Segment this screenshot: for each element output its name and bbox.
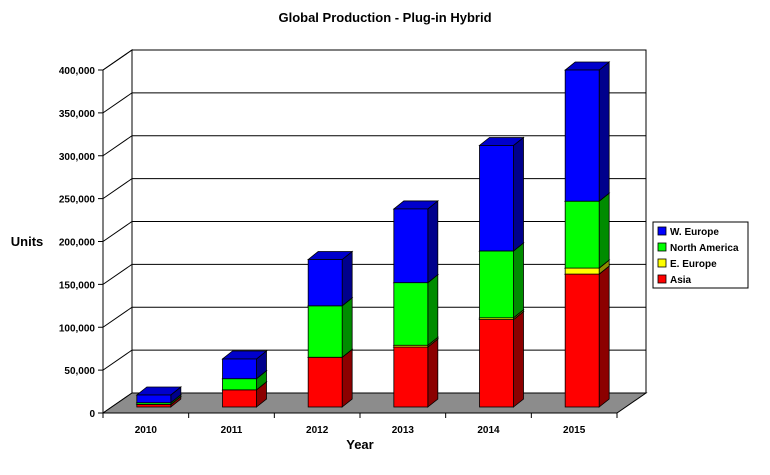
bar-segment xyxy=(393,282,429,346)
bar-side xyxy=(427,338,439,408)
bar-segment xyxy=(479,145,514,252)
bar-stack xyxy=(392,200,439,408)
x-tick-label: 2011 xyxy=(221,425,243,436)
legend-swatch xyxy=(657,226,667,236)
y-tick-label: 400,000 xyxy=(59,66,96,77)
y-tick-label: 200,000 xyxy=(59,238,96,249)
bar-segment xyxy=(564,267,600,275)
x-tick-label: 2010 xyxy=(135,425,158,436)
bar-segment xyxy=(564,69,600,202)
bar-side xyxy=(598,61,610,203)
y-axis-ticks: 0 50,000 100,000 150,000 200,000 250,000 300,0… xyxy=(59,66,104,420)
x-tick-label: 2014 xyxy=(477,425,500,436)
bar-side xyxy=(513,136,524,252)
legend-swatch xyxy=(657,242,667,252)
bar-side xyxy=(341,296,353,359)
bar-segment xyxy=(307,259,343,307)
x-tick-label: 2015 xyxy=(563,425,586,436)
y-tick-label: 0 xyxy=(89,409,95,420)
bar-side xyxy=(341,348,353,408)
bar-segment xyxy=(136,394,172,404)
bar-stack xyxy=(307,250,354,408)
legend-swatch xyxy=(657,274,667,284)
bar-segment xyxy=(307,356,343,408)
gridline xyxy=(102,306,646,328)
bar-side xyxy=(427,200,439,284)
bar-side xyxy=(513,310,524,408)
bar-side xyxy=(341,250,353,307)
legend-label: North America xyxy=(670,243,739,254)
gridline xyxy=(102,178,646,200)
x-axis-title: Year xyxy=(346,437,373,452)
legend-label: Asia xyxy=(670,275,692,286)
chart-title: Global Production - Plug-in Hybrid xyxy=(278,10,491,25)
bars xyxy=(135,61,611,408)
bar-segment xyxy=(393,346,429,408)
bar-segment xyxy=(222,389,257,408)
gridline xyxy=(102,135,646,157)
floor xyxy=(101,392,648,414)
legend-box xyxy=(652,221,749,289)
chart-walls xyxy=(101,49,648,414)
gridline xyxy=(102,263,646,285)
bar-stack xyxy=(478,136,525,408)
x-tick-label: 2012 xyxy=(306,425,329,436)
x-tick-label: 2013 xyxy=(392,425,415,436)
grid-lines xyxy=(102,49,646,371)
bar-side xyxy=(427,273,439,347)
bar-side xyxy=(513,242,524,319)
legend-label: W. Europe xyxy=(670,227,719,238)
bar-segment xyxy=(479,319,514,408)
y-tick-label: 250,000 xyxy=(59,195,96,206)
legend-label: E. Europe xyxy=(670,259,717,270)
y-tick-label: 350,000 xyxy=(59,109,96,120)
bar-segment xyxy=(222,378,257,391)
y-tick-label: 50,000 xyxy=(64,366,95,377)
y-tick-label: 100,000 xyxy=(59,323,96,334)
bar-stack xyxy=(221,350,268,408)
y-axis-title: Units xyxy=(11,234,44,249)
gridline xyxy=(102,49,646,71)
bar-side xyxy=(598,192,610,269)
bar-segment xyxy=(307,305,343,358)
legend: W. Europe North America E. Europe Asia xyxy=(652,221,749,289)
gridline xyxy=(102,92,646,114)
legend-swatch xyxy=(657,258,667,268)
bar-segment xyxy=(393,208,429,284)
y-tick-label: 150,000 xyxy=(59,280,96,291)
gridline xyxy=(102,221,646,242)
bar-segment xyxy=(564,273,600,408)
y-tick-label: 300,000 xyxy=(59,152,96,163)
bar-segment xyxy=(479,250,514,319)
x-axis-ticks: 2010 2011 2012 2013 2014 2015 xyxy=(102,412,618,436)
bar-side xyxy=(598,265,610,408)
bar-segment xyxy=(222,358,257,380)
bar-stack xyxy=(564,61,611,408)
bar-stack xyxy=(135,386,182,408)
gridline xyxy=(102,349,646,371)
bar-segment xyxy=(564,200,600,269)
